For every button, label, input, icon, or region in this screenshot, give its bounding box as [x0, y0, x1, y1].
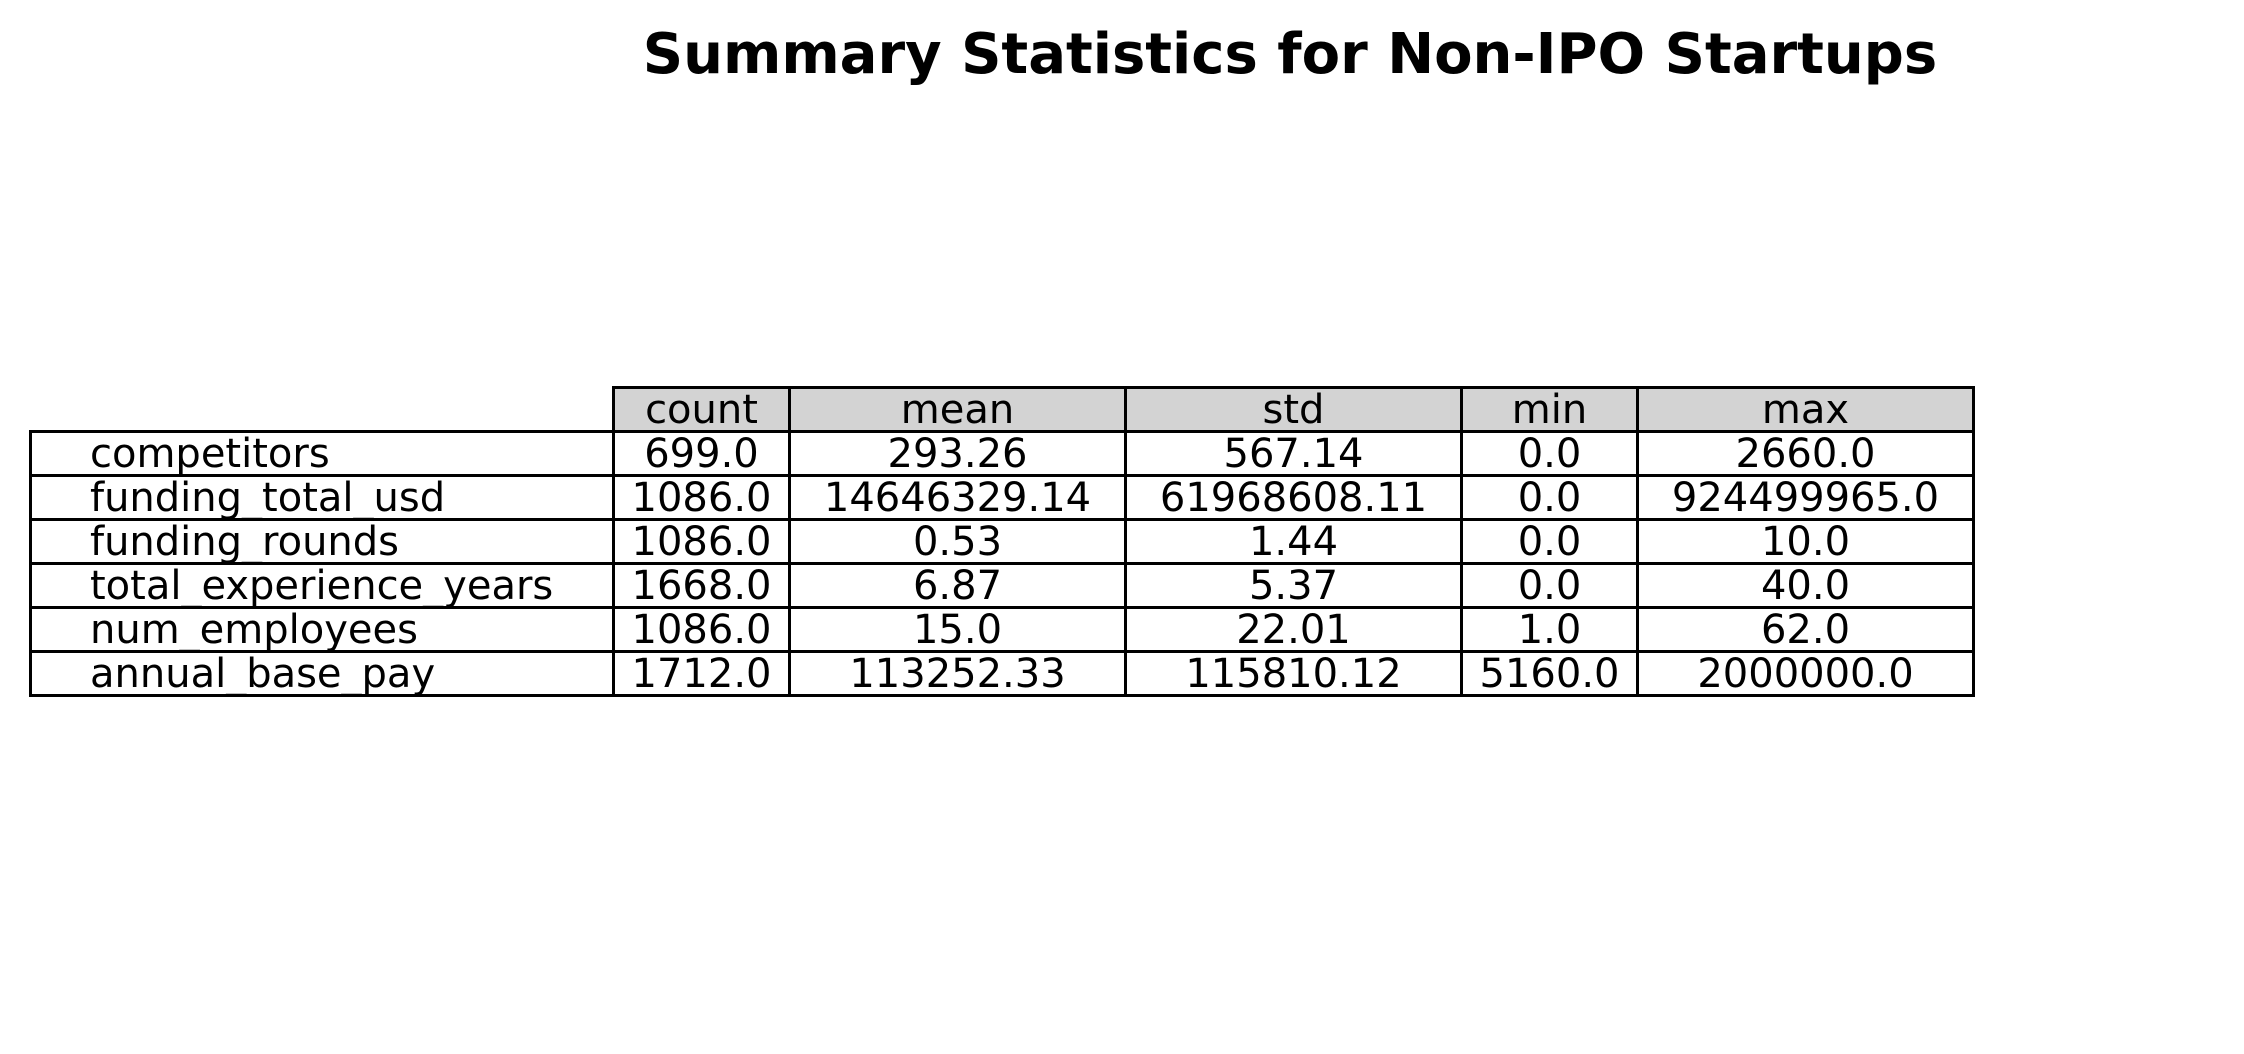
column-header-max: max	[1636, 386, 1975, 433]
column-header-min: min	[1460, 386, 1639, 433]
cell-mean: 14646329.14	[788, 474, 1127, 521]
table-row-competitors: competitors 699.0 293.26 567.14 0.0 2660…	[29, 430, 1975, 477]
cell-max: 62.0	[1636, 606, 1975, 653]
cell-count: 1668.0	[612, 562, 791, 609]
row-label: funding_total_usd	[29, 474, 615, 521]
cell-min: 0.0	[1460, 518, 1639, 565]
cell-mean: 15.0	[788, 606, 1127, 653]
cell-max: 40.0	[1636, 562, 1975, 609]
column-header-mean: mean	[788, 386, 1127, 433]
summary-statistics-table: count mean std min max competitors 699.0…	[29, 386, 1975, 697]
cell-min: 0.0	[1460, 562, 1639, 609]
cell-count: 699.0	[612, 430, 791, 477]
table-corner-cell	[31, 388, 614, 432]
cell-min: 0.0	[1460, 430, 1639, 477]
row-label: funding_rounds	[29, 518, 615, 565]
cell-mean: 293.26	[788, 430, 1127, 477]
cell-mean: 0.53	[788, 518, 1127, 565]
table-header-row: count mean std min max	[31, 386, 1975, 433]
cell-max: 924499965.0	[1636, 474, 1975, 521]
table-row-annual-base-pay: annual_base_pay 1712.0 113252.33 115810.…	[29, 650, 1975, 697]
row-label: competitors	[29, 430, 615, 477]
row-label: annual_base_pay	[29, 650, 615, 697]
cell-count: 1086.0	[612, 606, 791, 653]
table-row-funding-total-usd: funding_total_usd 1086.0 14646329.14 619…	[29, 474, 1975, 521]
cell-max: 2000000.0	[1636, 650, 1975, 697]
cell-max: 10.0	[1636, 518, 1975, 565]
column-header-count: count	[612, 386, 791, 433]
cell-count: 1086.0	[612, 474, 791, 521]
cell-mean: 113252.33	[788, 650, 1127, 697]
chart-title: Summary Statistics for Non-IPO Startups	[642, 22, 1938, 87]
row-label: num_employees	[29, 606, 615, 653]
cell-min: 5160.0	[1460, 650, 1639, 697]
cell-min: 0.0	[1460, 474, 1639, 521]
cell-std: 115810.12	[1124, 650, 1463, 697]
cell-std: 1.44	[1124, 518, 1463, 565]
cell-std: 5.37	[1124, 562, 1463, 609]
cell-std: 22.01	[1124, 606, 1463, 653]
cell-mean: 6.87	[788, 562, 1127, 609]
table-row-total-experience-years: total_experience_years 1668.0 6.87 5.37 …	[29, 562, 1975, 609]
cell-count: 1712.0	[612, 650, 791, 697]
cell-count: 1086.0	[612, 518, 791, 565]
cell-max: 2660.0	[1636, 430, 1975, 477]
column-header-std: std	[1124, 386, 1463, 433]
cell-std: 567.14	[1124, 430, 1463, 477]
row-label: total_experience_years	[29, 562, 615, 609]
cell-std: 61968608.11	[1124, 474, 1463, 521]
table-row-num-employees: num_employees 1086.0 15.0 22.01 1.0 62.0	[29, 606, 1975, 653]
cell-min: 1.0	[1460, 606, 1639, 653]
table-row-funding-rounds: funding_rounds 1086.0 0.53 1.44 0.0 10.0	[29, 518, 1975, 565]
